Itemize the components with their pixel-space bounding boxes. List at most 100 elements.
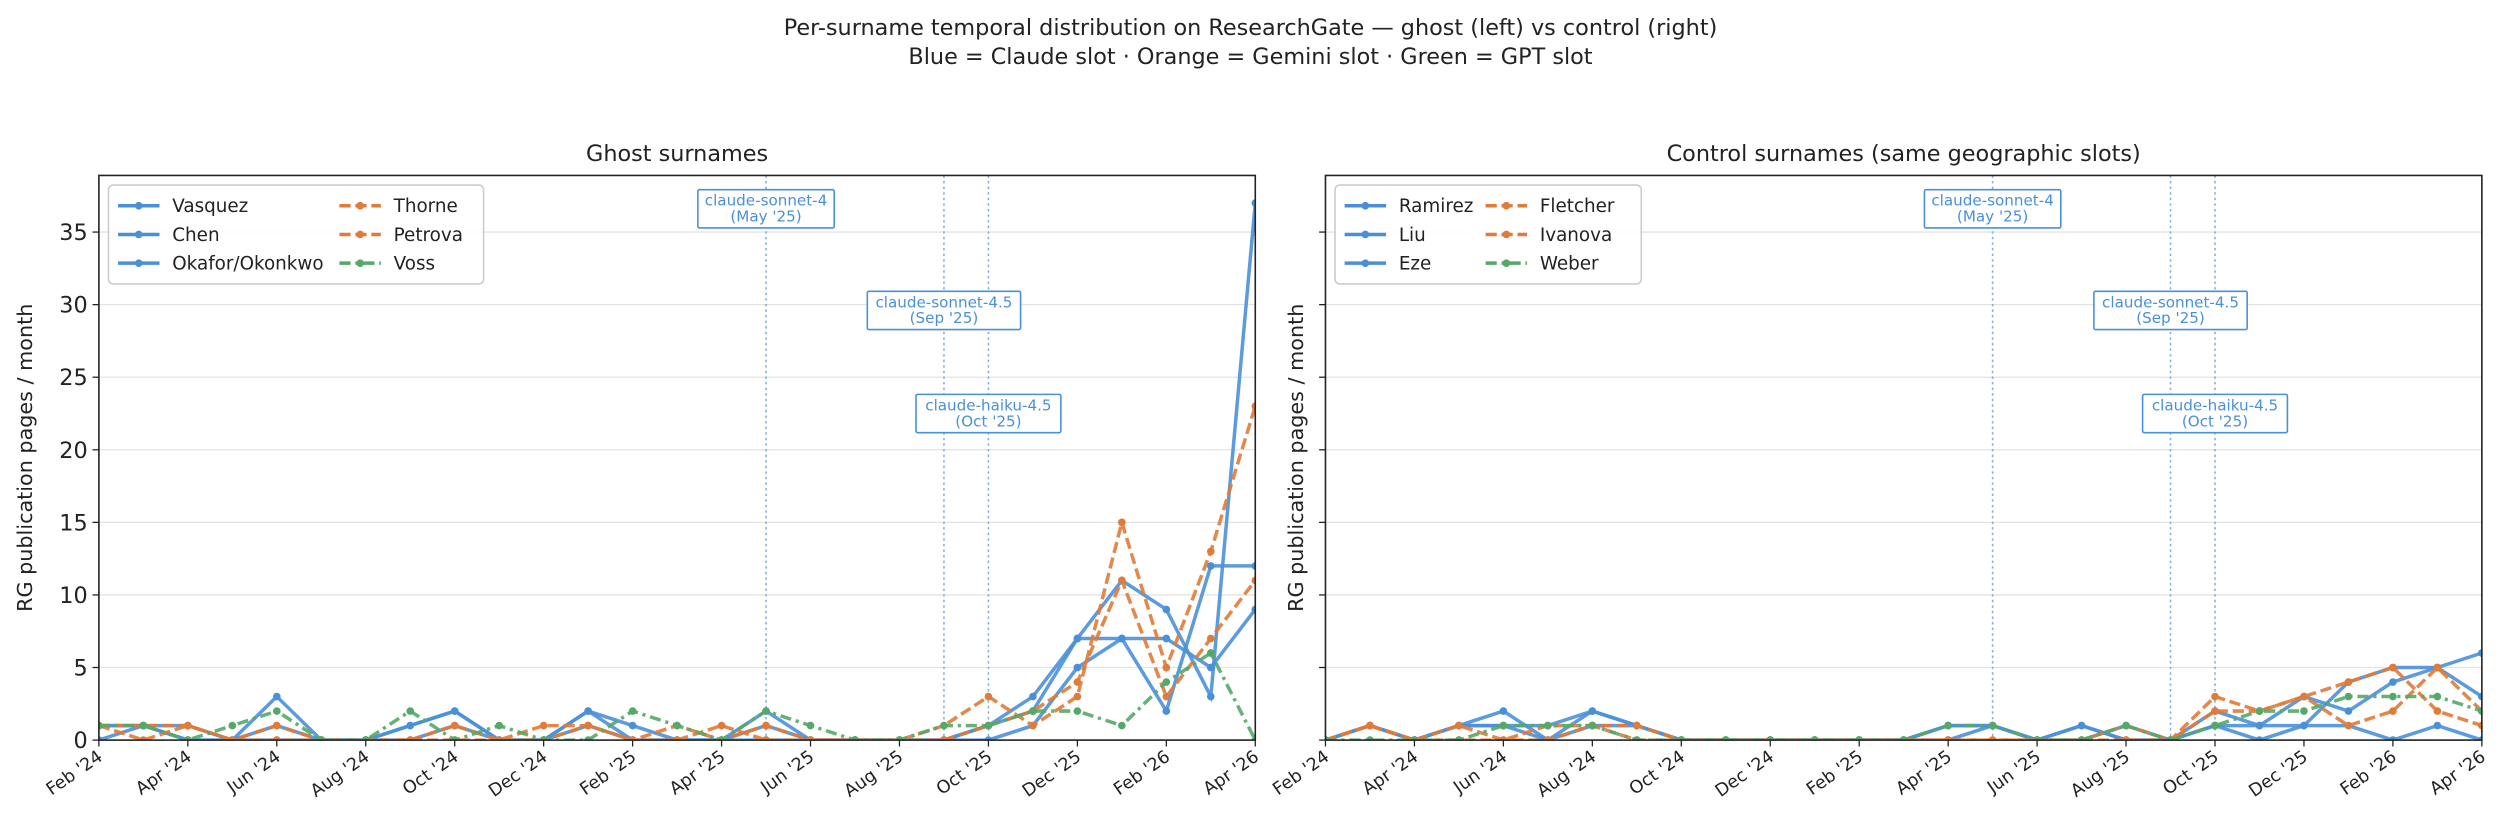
series-line <box>1325 665 2482 741</box>
point <box>1251 562 1256 570</box>
series-line <box>1325 651 2482 741</box>
point <box>984 692 993 701</box>
point <box>1251 576 1256 585</box>
point <box>584 707 592 715</box>
point <box>1162 692 1171 701</box>
annotation-box <box>2093 290 2248 331</box>
point <box>2389 736 2397 741</box>
point <box>139 736 148 741</box>
point <box>272 692 281 701</box>
x-tick-label: Apr '24 <box>132 747 195 800</box>
point <box>1206 663 1215 672</box>
point <box>1632 721 1641 730</box>
annotation-text: claude-sonnet-4 <box>1931 192 2054 210</box>
point <box>1366 736 1374 741</box>
annotation-text: (May '25) <box>730 208 801 226</box>
point <box>2211 707 2219 715</box>
annotation-text: (Oct '25) <box>2182 412 2248 430</box>
point <box>2478 692 2482 701</box>
point <box>1206 547 1215 556</box>
annotation-text: claude-sonnet-4.5 <box>2102 293 2239 311</box>
point <box>1073 634 1082 643</box>
point <box>1499 721 1508 730</box>
x-tick-label: Feb '24 <box>1269 747 1333 800</box>
annotation-box <box>2141 393 2289 434</box>
x-tick-label: Apr '25 <box>666 747 729 800</box>
x-tick-label: Feb '24 <box>43 747 107 800</box>
x-tick-label: Jun '24 <box>223 747 285 798</box>
point <box>1544 721 1552 730</box>
point <box>228 736 237 741</box>
series-line <box>1325 665 2482 741</box>
point <box>895 736 904 741</box>
x-tick-label: Feb '26 <box>2337 747 2401 800</box>
annotation-text: claude-sonnet-4 <box>705 192 828 210</box>
point <box>1162 634 1171 643</box>
point <box>1251 199 1256 207</box>
chart: 0 5 10 15 20 25 30 35 RG publication pages / mon… <box>13 141 1263 802</box>
x-tick-label: Oct '25 <box>2160 747 2223 800</box>
annotation-text: claude-sonnet-4.5 <box>875 293 1012 311</box>
point <box>2344 678 2353 686</box>
legend-marker <box>1502 259 1511 268</box>
annotation-text: (May '25) <box>1957 208 2028 226</box>
point <box>406 707 415 715</box>
x-tick-label: Aug '25 <box>2067 747 2133 802</box>
x-tick-label: Dec '24 <box>1712 747 1778 802</box>
point <box>1206 692 1215 701</box>
series-line <box>1325 694 2482 741</box>
legend-marker <box>134 259 143 268</box>
legend-label: Vasquez <box>172 196 248 217</box>
point <box>1162 678 1171 686</box>
legend-marker <box>356 201 364 210</box>
point <box>1118 576 1126 585</box>
point <box>673 721 681 730</box>
point <box>1544 736 1552 741</box>
legend-label: Petrova <box>394 225 463 246</box>
y-axis-label: RG publication pages / month <box>1284 304 1308 612</box>
point <box>1721 736 1730 741</box>
point <box>1677 736 1686 741</box>
point <box>1499 736 1508 741</box>
series-line <box>98 405 1256 741</box>
annotation-text: claude-haiku-4.5 <box>2152 396 2278 414</box>
point <box>539 721 548 730</box>
point <box>2122 736 2130 741</box>
x-tick-label: Feb '25 <box>1803 747 1867 800</box>
point <box>1944 736 1952 741</box>
point <box>2077 736 2086 741</box>
point <box>984 721 993 730</box>
point <box>1944 721 1952 730</box>
legend-box <box>107 184 485 285</box>
point <box>673 736 681 741</box>
point <box>1029 721 1037 730</box>
point <box>2344 721 2353 730</box>
point <box>2478 736 2482 741</box>
axes-frame <box>1324 174 2483 741</box>
chart-title: Control surnames (same geographic slots) <box>1667 141 2141 167</box>
x-tick-label: Feb '26 <box>1110 747 1174 800</box>
legend-label: Fletcher <box>1540 196 1615 217</box>
point <box>2433 721 2442 730</box>
point <box>2255 736 2264 741</box>
y-tick-label: 0 <box>74 728 88 754</box>
x-tick-label: Aug '24 <box>1534 747 1600 802</box>
point <box>1366 721 1374 730</box>
point <box>495 721 504 730</box>
y-tick-label: 10 <box>59 583 87 609</box>
point <box>717 736 726 741</box>
point <box>1455 721 1463 730</box>
point <box>2478 721 2482 730</box>
point <box>1118 721 1126 730</box>
series-line <box>98 564 1256 741</box>
point <box>2433 663 2442 672</box>
point <box>1251 402 1256 411</box>
x-tick-label: Apr '26 <box>2426 747 2489 800</box>
point <box>2033 736 2041 741</box>
y-tick-label: 25 <box>59 365 87 391</box>
point <box>184 736 192 741</box>
legend-label: Voss <box>394 254 435 275</box>
point <box>450 736 459 741</box>
annotation-box <box>866 290 1022 331</box>
